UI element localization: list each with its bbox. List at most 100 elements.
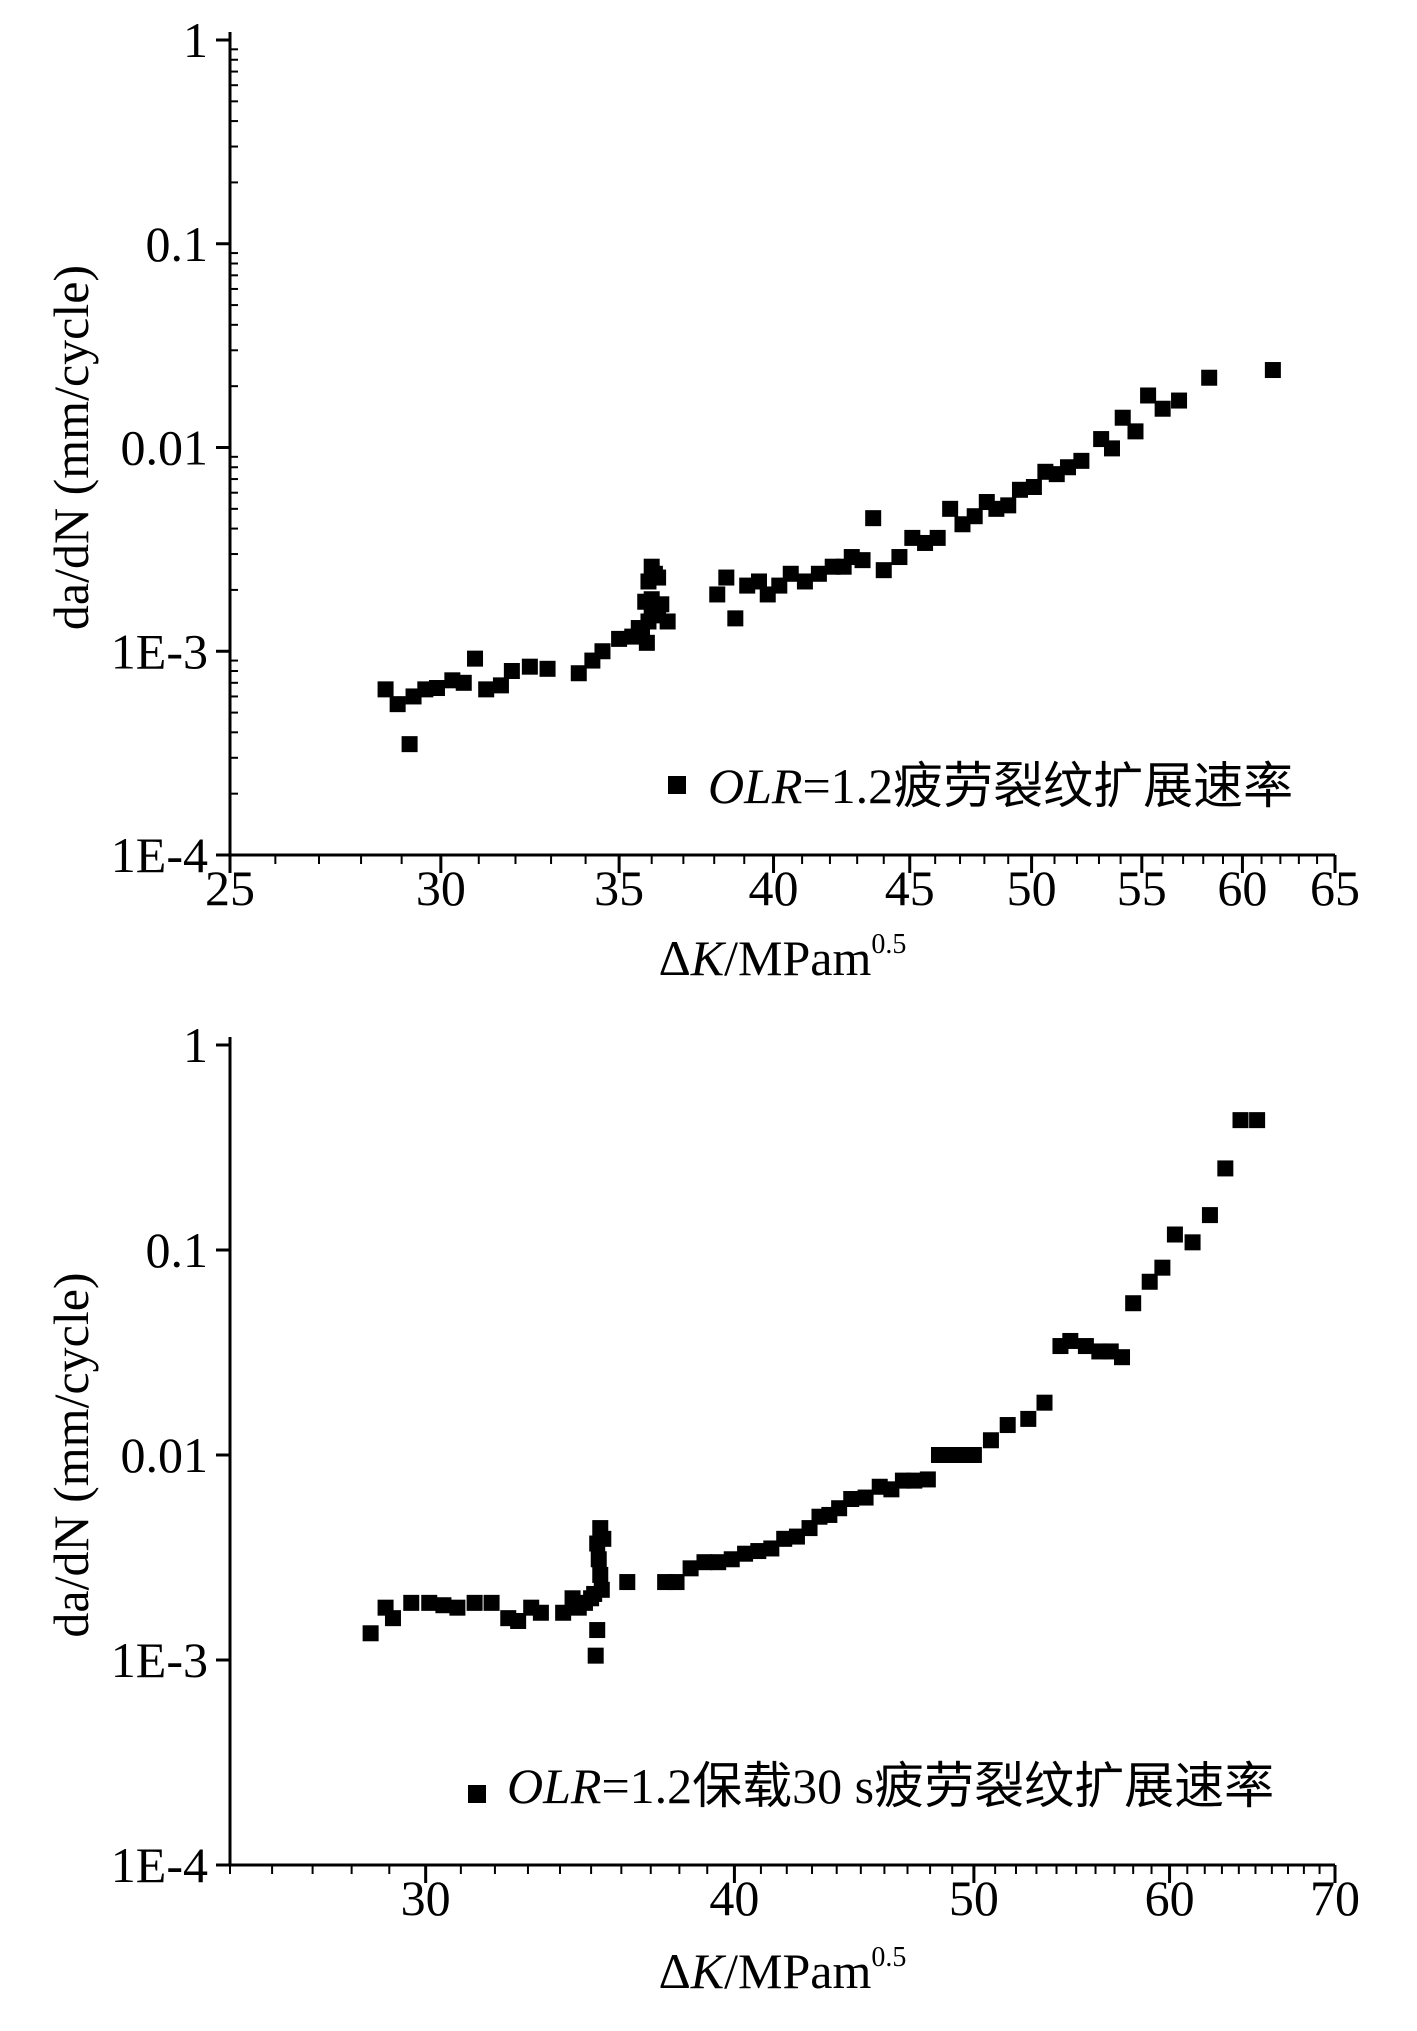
data-point bbox=[831, 1500, 848, 1517]
y-tick-label: 1E-4 bbox=[111, 827, 208, 883]
data-point bbox=[776, 1530, 793, 1547]
data-point bbox=[891, 549, 908, 566]
data-point bbox=[965, 1447, 982, 1463]
data-point bbox=[709, 586, 726, 603]
x-tick-label: 50 bbox=[1007, 860, 1057, 916]
data-point bbox=[865, 510, 882, 527]
data-point bbox=[843, 1491, 860, 1508]
data-point bbox=[384, 1610, 401, 1627]
data-point bbox=[1000, 497, 1017, 514]
chart-1: 1E-4 1E-3 0.01 0.1 1 25 30 35 40 45 50 55 60 65 ΔK/MPa… bbox=[43, 12, 1360, 986]
x-tick-label: 40 bbox=[749, 860, 799, 916]
data-point bbox=[763, 1540, 780, 1557]
data-points bbox=[362, 1112, 1266, 1664]
x-axis-title: ΔK/MPam0.5 bbox=[659, 929, 907, 986]
y-axis-title: da/dN (mm/cycle) bbox=[43, 265, 99, 630]
chart-2: 1E-4 1E-3 0.01 0.1 1 30 40 50 60 70 ΔK/MPam0.5 da/d… bbox=[43, 1017, 1360, 1999]
data-point bbox=[1011, 481, 1028, 498]
data-point bbox=[595, 1530, 612, 1547]
data-point bbox=[906, 1472, 923, 1489]
data-point bbox=[1249, 1112, 1266, 1129]
data-point bbox=[492, 677, 509, 694]
data-point bbox=[483, 1594, 500, 1611]
data-point bbox=[857, 1489, 874, 1506]
data-point bbox=[710, 1554, 727, 1571]
data-point bbox=[389, 696, 406, 713]
data-point bbox=[952, 1447, 969, 1463]
data-point bbox=[919, 1471, 936, 1488]
y-tick-label: 1E-3 bbox=[111, 1632, 208, 1688]
data-point bbox=[428, 680, 445, 697]
data-point bbox=[1141, 1273, 1158, 1290]
data-point bbox=[750, 1543, 767, 1560]
data-point bbox=[1060, 459, 1077, 476]
x-tick-label: 60 bbox=[1145, 1870, 1195, 1926]
data-point bbox=[750, 573, 767, 590]
data-point bbox=[1232, 1112, 1249, 1129]
data-point bbox=[449, 1599, 466, 1616]
data-point bbox=[1166, 1226, 1183, 1243]
data-point bbox=[510, 1612, 527, 1629]
data-point bbox=[590, 1551, 607, 1568]
x-tick-label: 60 bbox=[1217, 860, 1267, 916]
y-tick-label: 0.01 bbox=[121, 420, 209, 476]
data-point bbox=[1171, 392, 1188, 409]
x-tick-label: 45 bbox=[885, 860, 935, 916]
data-point bbox=[539, 660, 556, 677]
data-point bbox=[653, 596, 670, 613]
legend: OLR=1.2疲劳裂纹扩展速率 bbox=[668, 758, 1293, 814]
data-point bbox=[421, 1594, 438, 1611]
x-axis-title: ΔK/MPam0.5 bbox=[659, 1942, 907, 1999]
data-point bbox=[1140, 387, 1157, 404]
data-point bbox=[904, 529, 921, 546]
data-point bbox=[854, 552, 871, 569]
data-point bbox=[737, 1545, 754, 1562]
data-points bbox=[377, 362, 1281, 753]
data-point bbox=[467, 650, 484, 667]
x-tick-label: 70 bbox=[1310, 1870, 1360, 1926]
data-point bbox=[587, 1647, 604, 1664]
data-point bbox=[1184, 1234, 1201, 1251]
x-tick-label: 40 bbox=[709, 1870, 759, 1926]
legend: OLR=1.2保载30 s疲劳裂纹扩展速率 bbox=[468, 1758, 1274, 1814]
y-tick-label: 0.1 bbox=[146, 1222, 209, 1278]
data-point bbox=[727, 610, 744, 627]
y-tick-label: 1 bbox=[183, 1017, 208, 1073]
data-point bbox=[638, 634, 655, 651]
y-tick-label: 1 bbox=[183, 12, 208, 68]
data-point bbox=[589, 1622, 606, 1639]
data-point bbox=[659, 613, 676, 630]
data-point bbox=[966, 508, 983, 525]
data-point bbox=[478, 681, 495, 698]
data-point bbox=[503, 662, 520, 679]
data-point bbox=[1103, 440, 1120, 457]
legend-label: OLR=1.2疲劳裂纹扩展速率 bbox=[708, 758, 1293, 814]
data-point bbox=[668, 1574, 685, 1591]
data-point bbox=[782, 565, 799, 582]
data-point bbox=[362, 1625, 379, 1642]
data-point bbox=[555, 1604, 572, 1621]
data-point bbox=[532, 1604, 549, 1621]
data-point bbox=[929, 529, 946, 546]
y-tick-label: 1E-3 bbox=[111, 623, 208, 679]
data-point bbox=[1020, 1410, 1037, 1427]
data-point bbox=[723, 1551, 740, 1568]
data-point bbox=[1154, 1259, 1171, 1276]
y-tick-label: 0.01 bbox=[121, 1427, 209, 1483]
data-point bbox=[796, 573, 813, 590]
data-point bbox=[1154, 400, 1171, 417]
data-point bbox=[377, 681, 394, 698]
x-tick-label: 55 bbox=[1117, 860, 1167, 916]
data-point bbox=[435, 1597, 452, 1614]
data-point bbox=[1201, 369, 1218, 386]
data-point bbox=[1114, 409, 1131, 426]
x-tick-label: 35 bbox=[594, 860, 644, 916]
data-point bbox=[593, 1581, 610, 1598]
data-point bbox=[942, 500, 959, 517]
data-point bbox=[466, 1594, 483, 1611]
data-point bbox=[810, 565, 827, 582]
data-point bbox=[1217, 1160, 1234, 1177]
data-point bbox=[570, 665, 587, 682]
data-point bbox=[875, 562, 892, 579]
